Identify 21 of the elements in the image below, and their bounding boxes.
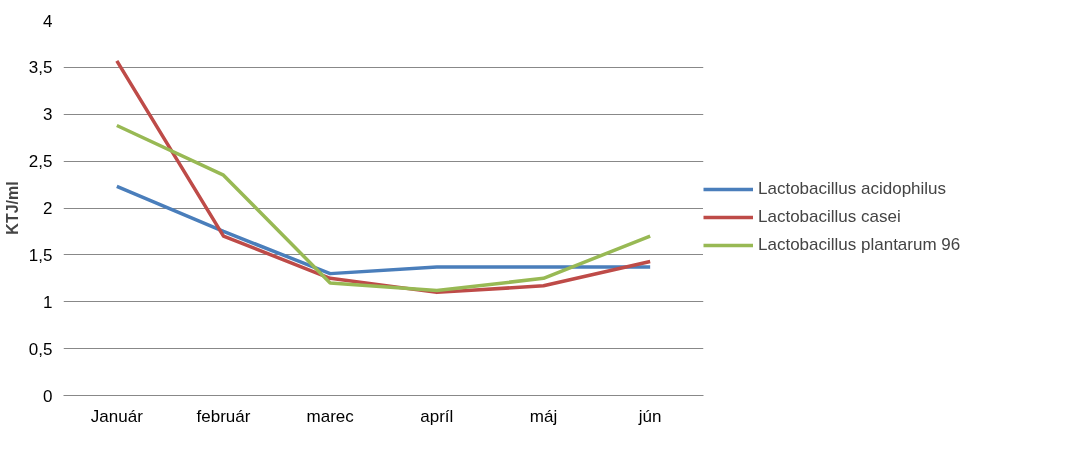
y-tick-label: 4 bbox=[43, 11, 53, 31]
x-tick-label: Január bbox=[90, 406, 144, 426]
x-tick-label: február bbox=[196, 406, 251, 426]
legend-label: Lactobacillus casei bbox=[758, 207, 901, 227]
y-tick-label: 1,5 bbox=[28, 245, 53, 265]
line-series bbox=[115, 123, 652, 293]
legend-label: Lactobacillus plantarum 96 bbox=[758, 235, 961, 255]
y-tick-label: 0,5 bbox=[28, 339, 53, 359]
line-series bbox=[115, 184, 652, 276]
y-tick-label: 2,5 bbox=[28, 152, 53, 172]
y-tick-label: 3 bbox=[43, 105, 53, 125]
y-tick-label: 3,5 bbox=[28, 58, 53, 78]
legend-label: Lactobacillus acidophilus bbox=[758, 179, 947, 199]
x-tick-label: apríl bbox=[420, 406, 454, 426]
x-tick-label: jún bbox=[637, 406, 662, 426]
x-tick-label: marec bbox=[306, 406, 355, 426]
y-axis-title: KTJ/ml bbox=[3, 181, 21, 235]
y-tick-label: 0 bbox=[43, 386, 53, 406]
y-tick-label: 2 bbox=[43, 199, 53, 218]
x-tick-label: máj bbox=[529, 406, 558, 426]
y-tick-label: 1 bbox=[43, 292, 53, 312]
